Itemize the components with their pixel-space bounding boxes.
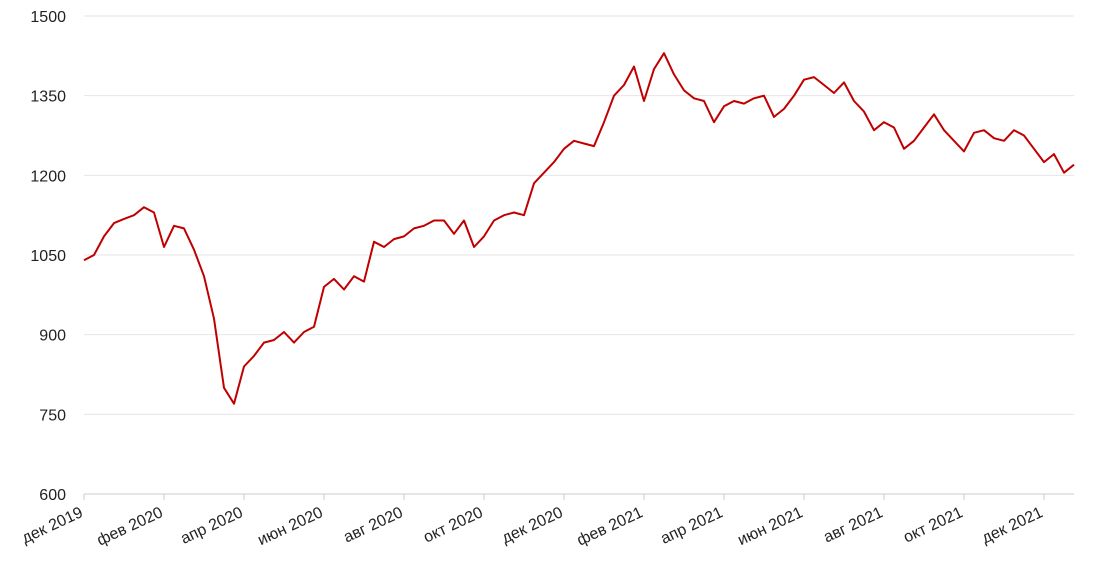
x-tick-label: авг 2020 — [341, 504, 406, 546]
y-tick-label: 1050 — [30, 248, 66, 265]
y-tick-label: 1200 — [30, 168, 66, 185]
x-tick-label: дек 2019 — [19, 504, 85, 547]
y-tick-label: 1500 — [30, 9, 66, 26]
x-tick-label: окт 2021 — [901, 504, 966, 546]
x-tick-label: фев 2020 — [95, 504, 166, 549]
x-tick-label: дек 2021 — [979, 504, 1045, 547]
x-tick-label: дек 2020 — [499, 504, 565, 547]
x-tick-label: апр 2020 — [178, 504, 246, 548]
price-line — [83, 52, 1075, 405]
y-tick-label: 1350 — [30, 89, 66, 106]
x-tick-label: окт 2020 — [421, 504, 486, 546]
x-tick-label: апр 2021 — [658, 504, 726, 548]
x-tick-label: июн 2021 — [735, 504, 806, 549]
y-tick-label: 600 — [39, 487, 66, 504]
y-tick-label: 900 — [39, 328, 66, 345]
y-tick-label: 750 — [39, 407, 66, 424]
x-tick-label: июн 2020 — [255, 504, 326, 549]
x-tick-label: авг 2021 — [821, 504, 886, 546]
x-tick-label: фев 2021 — [575, 504, 646, 549]
